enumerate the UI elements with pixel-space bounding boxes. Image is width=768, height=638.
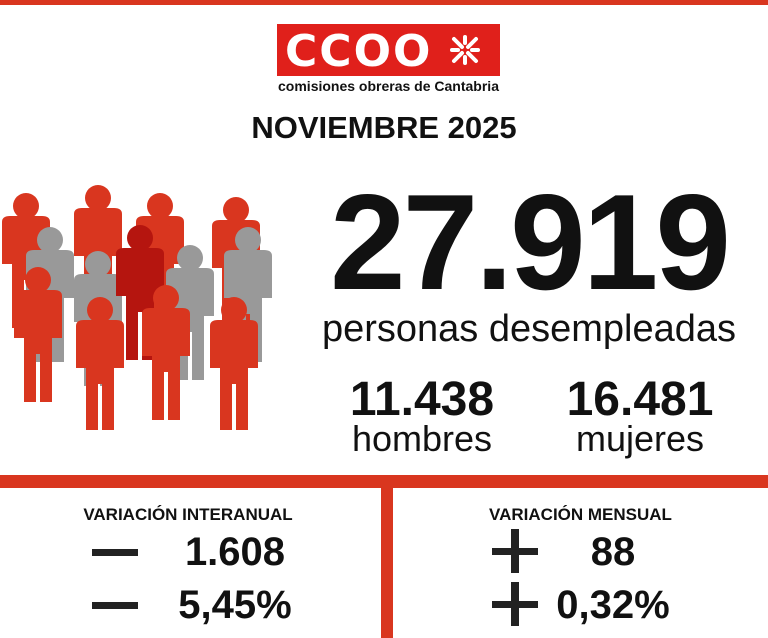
- logo-box: CCOO: [277, 24, 500, 77]
- women-count: 16.481: [566, 373, 714, 426]
- women-label: mujeres: [575, 418, 705, 459]
- people-icons: [2, 185, 272, 430]
- total-label: personas desempleadas: [321, 308, 737, 350]
- annual-percent: 5,45%: [178, 583, 292, 627]
- total-unemployed: 27.919: [330, 166, 731, 318]
- logo-subtitle: comisiones obreras de Cantabria: [278, 78, 499, 94]
- logo-text: CCOO: [285, 26, 433, 77]
- monthly-count: 88: [590, 530, 636, 574]
- divider-vertical: [381, 488, 393, 638]
- logo-symbol: [450, 35, 480, 65]
- minus-sign: [92, 549, 138, 556]
- plus-signs: [492, 529, 538, 626]
- minus-sign: [92, 602, 138, 609]
- title: NOVIEMBRE 2025: [251, 110, 517, 145]
- top-bar: [0, 0, 768, 5]
- monthly-heading: VARIACIÓN MENSUAL: [489, 505, 672, 524]
- divider: [0, 475, 768, 488]
- annual-count: 1.608: [184, 530, 286, 574]
- annual-heading: VARIACIÓN INTERANUAL: [83, 505, 293, 524]
- monthly-percent: 0,32%: [556, 583, 670, 627]
- men-label: hombres: [351, 418, 493, 459]
- men-count: 11.438: [349, 373, 495, 426]
